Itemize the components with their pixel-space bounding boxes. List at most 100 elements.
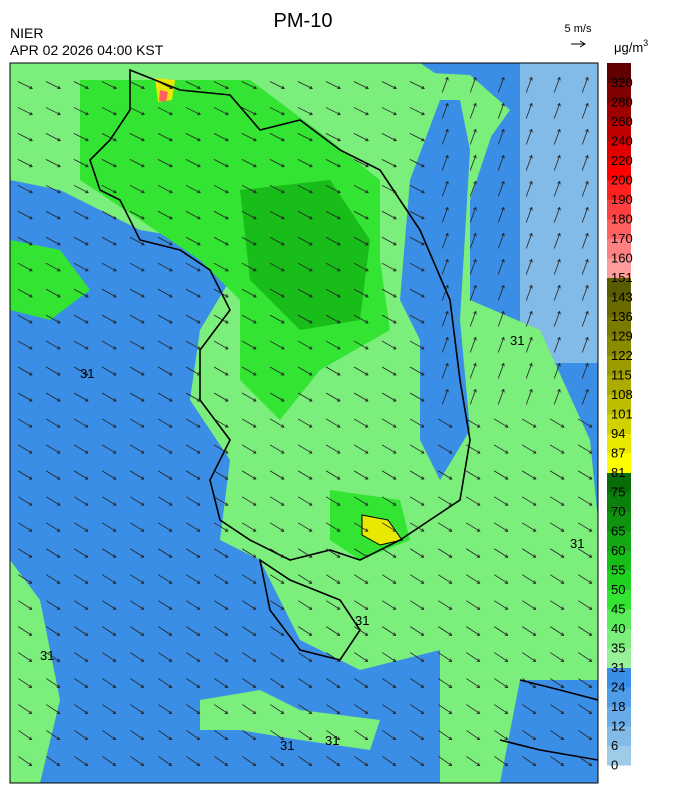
wind-arrow-head bbox=[85, 189, 89, 194]
wind-arrow-head bbox=[252, 762, 257, 766]
wind-arrow-head bbox=[56, 372, 61, 376]
wind-arrow-head bbox=[168, 398, 173, 402]
legend-label: 280 bbox=[611, 95, 633, 110]
wind-arrow-head bbox=[280, 762, 285, 766]
wind-arrow-head bbox=[529, 206, 533, 211]
wind-arrow bbox=[550, 574, 564, 584]
legend-swatch bbox=[607, 199, 631, 220]
wind-arrow-head bbox=[420, 606, 425, 610]
wind-arrow bbox=[466, 574, 480, 584]
wind-arrow bbox=[381, 340, 397, 350]
wind-arrow bbox=[325, 444, 341, 454]
wind-arrow-head bbox=[557, 232, 561, 237]
wind-arrow-head bbox=[392, 424, 397, 428]
unit-sup: 3 bbox=[643, 38, 648, 48]
wind-arrow bbox=[269, 262, 285, 272]
wind-arrow-head bbox=[84, 762, 89, 766]
wind-arrow bbox=[130, 626, 144, 636]
wind-arrow bbox=[45, 81, 61, 89]
wind-arrow bbox=[213, 81, 229, 89]
wind-arrow-head bbox=[448, 736, 453, 740]
wind-arrow-head bbox=[420, 320, 425, 324]
wind-arrow-head bbox=[112, 528, 117, 532]
wind-arrow bbox=[130, 574, 144, 584]
wind-arrow-head bbox=[473, 206, 477, 211]
wind-arrow-head bbox=[197, 189, 201, 194]
wind-arrow bbox=[129, 314, 145, 324]
wind-arrow-head bbox=[281, 215, 285, 220]
wind-arrow-head bbox=[140, 398, 145, 402]
wind-arrow bbox=[214, 626, 228, 636]
wind-arrow-head bbox=[392, 762, 397, 766]
wind-arrow bbox=[158, 600, 172, 610]
wind-arrow-head bbox=[28, 398, 33, 402]
wind-arrow bbox=[242, 756, 256, 766]
wind-arrow-head bbox=[196, 502, 201, 506]
wind-arrow-head bbox=[224, 372, 229, 376]
wind-arrow bbox=[578, 652, 592, 662]
wind-arrow bbox=[241, 133, 257, 141]
wind-arrow-head bbox=[253, 294, 257, 298]
wind-arrow bbox=[130, 730, 144, 740]
wind-arrow-head bbox=[308, 762, 313, 766]
wind-arrow-head bbox=[560, 762, 565, 766]
wind-arrow-head bbox=[336, 398, 341, 402]
wind-arrow bbox=[242, 704, 256, 714]
wind-arrow bbox=[185, 133, 201, 141]
wind-arrow-head bbox=[476, 632, 481, 636]
wind-arrow bbox=[74, 626, 88, 636]
wind-arrow-head bbox=[84, 424, 89, 428]
contour-label: 31 bbox=[325, 733, 339, 748]
wind-arrow bbox=[241, 314, 257, 324]
legend-label: 65 bbox=[611, 524, 625, 539]
wind-arrow-head bbox=[448, 710, 453, 714]
wind-arrow-head bbox=[557, 336, 561, 341]
wind-arrow bbox=[466, 600, 480, 610]
agency: NIER bbox=[10, 25, 43, 41]
wind-arrow bbox=[581, 103, 589, 119]
wind-arrow-head bbox=[280, 346, 285, 350]
wind-arrow-head bbox=[112, 372, 117, 376]
wind-arrow-head bbox=[253, 189, 257, 194]
wind-arrow bbox=[522, 626, 536, 636]
wind-arrow bbox=[298, 756, 312, 766]
wind-arrow bbox=[409, 392, 425, 402]
wind-arrow bbox=[213, 470, 229, 480]
wind-arrow-head bbox=[140, 450, 145, 454]
wind-arrow bbox=[410, 548, 424, 558]
wind-arrow bbox=[525, 337, 533, 353]
wind-arrow-head bbox=[393, 137, 397, 142]
legend-swatch bbox=[607, 316, 631, 337]
wind-arrow bbox=[494, 574, 508, 584]
wind-arrow bbox=[325, 418, 341, 428]
wind-arrow-head bbox=[280, 710, 285, 714]
wind-arrow bbox=[102, 704, 116, 714]
wind-arrow bbox=[469, 207, 477, 223]
wind-arrow bbox=[102, 678, 116, 688]
wind-arrow-head bbox=[140, 710, 145, 714]
wind-arrow bbox=[101, 288, 117, 298]
wind-arrow bbox=[353, 314, 369, 324]
wind-arrow-head bbox=[585, 362, 589, 367]
wind-arrow bbox=[469, 259, 477, 275]
wind-arrow bbox=[17, 496, 33, 506]
wind-arrow-head bbox=[364, 580, 369, 584]
wind-arrow-head bbox=[140, 632, 145, 636]
wind-arrow bbox=[522, 600, 536, 610]
wind-arrow bbox=[581, 207, 589, 223]
wind-arrow bbox=[354, 548, 368, 558]
wind-arrow-head bbox=[336, 528, 341, 532]
legend-swatch bbox=[607, 180, 631, 200]
wind-arrow-head bbox=[309, 189, 313, 194]
wind-arrow bbox=[241, 366, 257, 376]
wind-arrow bbox=[45, 522, 61, 532]
wind-arrow-head bbox=[280, 684, 285, 688]
wind-arrow bbox=[553, 259, 561, 275]
wind-arrow bbox=[213, 210, 229, 220]
wind-arrow bbox=[45, 262, 61, 272]
wind-arrow-head bbox=[560, 632, 565, 636]
wind-arrow-head bbox=[309, 163, 313, 168]
wind-arrow-head bbox=[84, 606, 89, 610]
wind-arrow bbox=[410, 652, 424, 662]
wind-arrow-head bbox=[445, 362, 449, 367]
